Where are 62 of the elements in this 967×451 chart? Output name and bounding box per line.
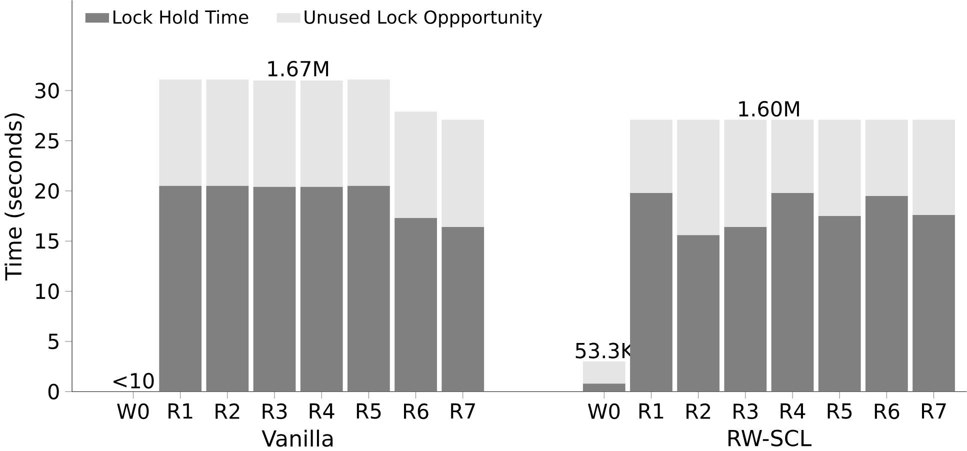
bar bbox=[300, 80, 343, 187]
bar bbox=[159, 79, 202, 186]
text: RW-SCL bbox=[728, 429, 812, 446]
bar bbox=[865, 119, 908, 196]
y-axis-title: Time (seconds) bbox=[4, 113, 24, 280]
bar bbox=[348, 79, 390, 186]
annotation: 1.60M bbox=[739, 100, 799, 116]
x-tick-label: R2 bbox=[216, 403, 240, 419]
annotation: 1.67M bbox=[268, 60, 328, 76]
bar bbox=[582, 383, 626, 392]
bar bbox=[818, 216, 861, 392]
bar bbox=[865, 196, 908, 392]
y-tick-label: 10 bbox=[36, 283, 59, 299]
annotation: <10 bbox=[114, 372, 154, 388]
bar bbox=[724, 226, 767, 392]
x-tick-label: R3 bbox=[262, 403, 287, 419]
bar bbox=[442, 119, 484, 227]
text: Vanilla bbox=[262, 429, 333, 447]
annotation: 53.3K bbox=[576, 342, 634, 358]
bar bbox=[630, 192, 672, 392]
x-tick-label: R5 bbox=[828, 403, 852, 419]
legend-label: Lock Hold Time bbox=[114, 10, 248, 24]
y-tick-label: 20 bbox=[35, 182, 59, 199]
x-tick-label: R3 bbox=[734, 403, 758, 419]
bar bbox=[582, 361, 626, 384]
x-tick-label: W0 bbox=[117, 403, 149, 419]
bar bbox=[394, 218, 437, 392]
x-tick-label: R1 bbox=[168, 403, 192, 418]
y-tick-label: 25 bbox=[35, 132, 58, 148]
bar bbox=[206, 79, 249, 186]
bar bbox=[818, 119, 861, 216]
bar bbox=[677, 119, 720, 235]
y-tick-label: 30 bbox=[35, 82, 59, 98]
x-tick-label: R6 bbox=[404, 403, 428, 419]
y-tick-label: 15 bbox=[36, 233, 58, 249]
bar bbox=[206, 186, 249, 392]
bar bbox=[348, 186, 390, 392]
bar bbox=[253, 186, 296, 392]
bar bbox=[300, 186, 343, 392]
x-tick-label: R4 bbox=[780, 403, 806, 418]
bar bbox=[912, 119, 955, 215]
bar bbox=[677, 234, 720, 392]
x-tick-label: R7 bbox=[922, 403, 946, 418]
x-tick-label: R4 bbox=[310, 403, 334, 418]
bar bbox=[771, 119, 814, 193]
bar bbox=[159, 186, 202, 392]
y-tick-label: 5 bbox=[48, 334, 58, 349]
x-tick-label: W0 bbox=[588, 403, 620, 419]
x-tick-label: R1 bbox=[639, 403, 664, 418]
bar bbox=[724, 119, 767, 227]
bar bbox=[630, 119, 672, 193]
x-tick-label: R6 bbox=[874, 403, 900, 419]
x-tick-label: R2 bbox=[686, 403, 710, 419]
bar bbox=[912, 214, 955, 392]
bar bbox=[253, 80, 296, 187]
x-tick-label: R7 bbox=[451, 403, 475, 418]
x-tick-label: R5 bbox=[356, 403, 381, 419]
bar bbox=[442, 226, 484, 392]
bar bbox=[771, 192, 814, 392]
legend-label: Unused Lock Oppportunity bbox=[304, 10, 542, 28]
bar bbox=[394, 111, 437, 218]
y-tick-label: 0 bbox=[48, 384, 59, 400]
